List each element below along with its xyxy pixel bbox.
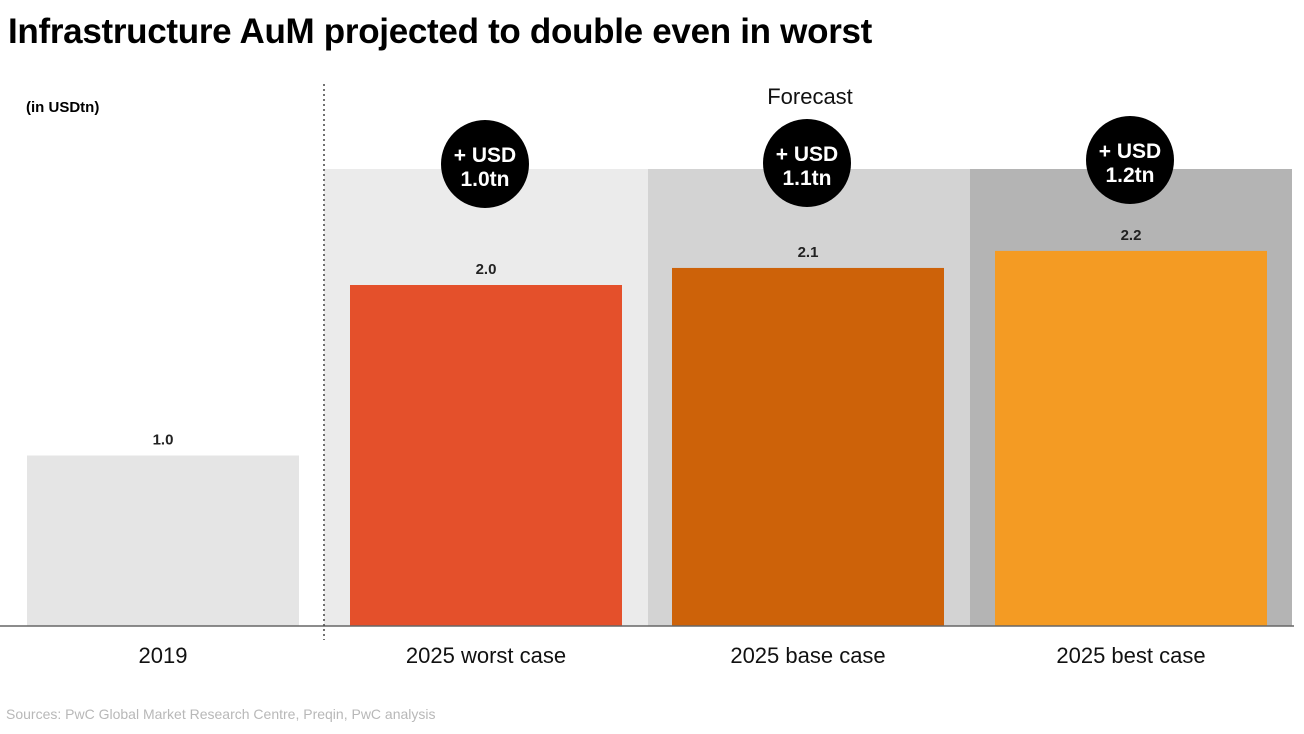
unit-label: (in USDtn) [26, 99, 100, 116]
category-label-2019: 2019 [139, 643, 188, 668]
increment-line1-2025-worst-case: + USD [454, 144, 516, 167]
increment-line2-2025-worst-case: 1.0tn [460, 168, 509, 191]
category-label-2025-best-case: 2025 best case [1056, 643, 1205, 668]
increment-line2-2025-best-case: 1.2tn [1105, 164, 1154, 187]
category-label-2025-base-case: 2025 base case [730, 643, 885, 668]
bar-2025-best-case [995, 250, 1267, 626]
bar-2019 [27, 455, 299, 626]
value-label-2019: 1.0 [153, 432, 174, 449]
bar-2025-worst-case [350, 285, 622, 626]
increment-line1-2025-base-case: + USD [776, 143, 838, 166]
chart-title: Infrastructure AuM projected to double e… [8, 12, 873, 51]
value-label-2025-worst-case: 2.0 [476, 261, 497, 278]
increment-badge-2025-best-case [1086, 116, 1174, 204]
increment-badge-2025-base-case [763, 119, 851, 207]
increment-badge-2025-worst-case [441, 120, 529, 208]
increment-line2-2025-base-case: 1.1tn [782, 167, 831, 190]
increment-line1-2025-best-case: + USD [1099, 140, 1161, 163]
category-label-2025-worst-case: 2025 worst case [406, 643, 566, 668]
source-note: Sources: PwC Global Market Research Cent… [6, 706, 436, 722]
value-label-2025-best-case: 2.2 [1121, 227, 1142, 244]
forecast-label: Forecast [767, 84, 853, 109]
value-label-2025-base-case: 2.1 [798, 244, 819, 261]
bar-chart: 1.0 2019 2.0 2025 worst case 2.1 2025 base ca… [0, 84, 1294, 668]
bar-2025-base-case [672, 267, 944, 626]
